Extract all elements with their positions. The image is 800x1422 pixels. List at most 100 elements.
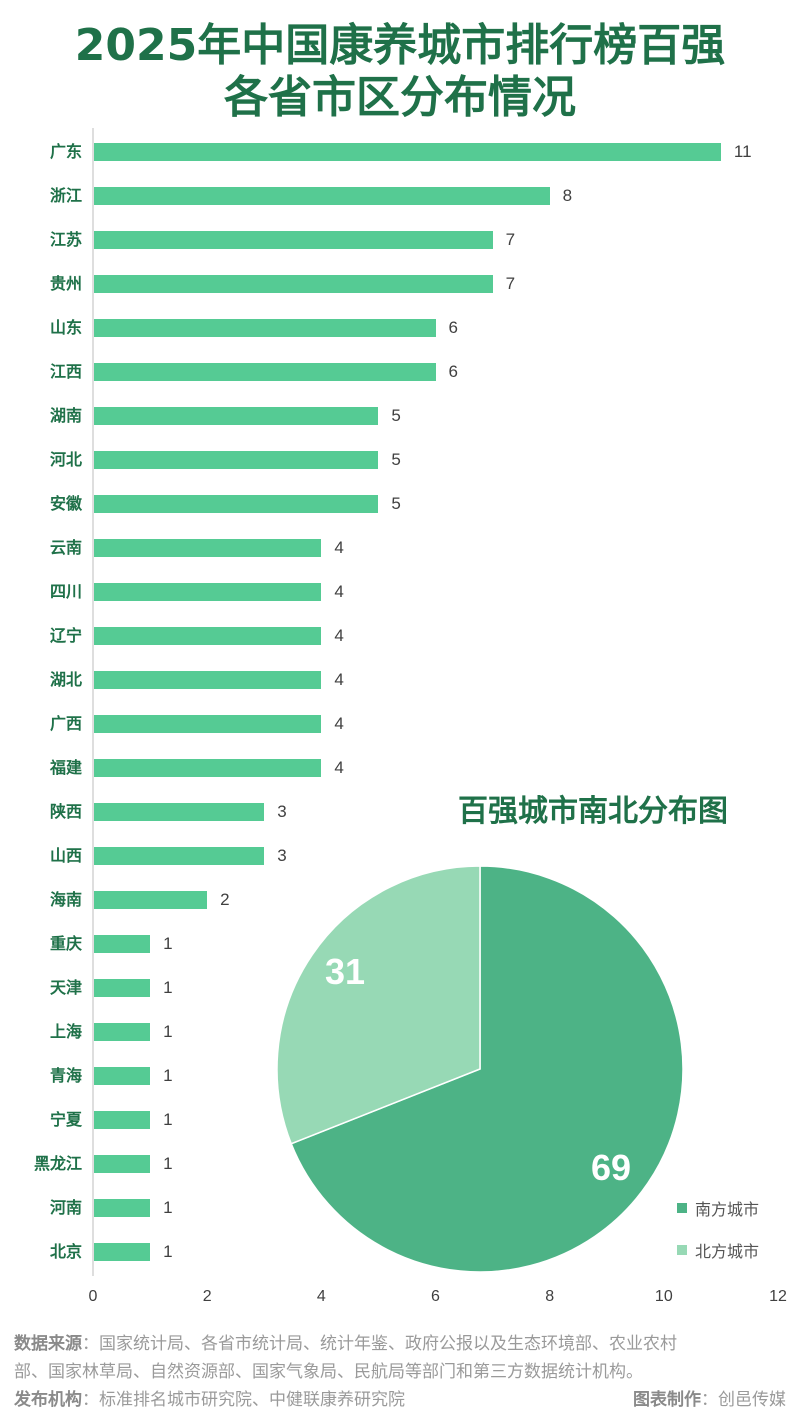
bar-row: 湖北 4 xyxy=(0,670,800,691)
bar-category-label: 河北 xyxy=(49,450,82,469)
footer-maker-text: ：创邑传媒 xyxy=(701,1390,786,1410)
bar-category-label: 海南 xyxy=(49,890,82,909)
bar-category-label: 河南 xyxy=(49,1198,82,1217)
footer-source-text1: ：国家统计局、各省市统计局、统计年鉴、政府公报以及生态环境部、农业农村 xyxy=(82,1334,677,1354)
x-tick-label: 0 xyxy=(88,1288,98,1305)
legend-label-south: 南方城市 xyxy=(695,1200,760,1219)
bar xyxy=(94,451,379,469)
bar xyxy=(94,495,379,513)
bar xyxy=(94,847,265,865)
bar xyxy=(94,671,322,689)
bar-value-label: 1 xyxy=(163,1022,173,1041)
bar xyxy=(94,627,322,645)
bar-category-label: 四川 xyxy=(49,582,82,601)
bar-category-label: 山东 xyxy=(49,318,82,337)
bar xyxy=(94,1111,151,1129)
bar-row: 天津 1 xyxy=(0,978,800,999)
bar xyxy=(94,1067,151,1085)
bar-value-label: 8 xyxy=(562,186,573,205)
bar-row: 江苏 7 xyxy=(0,230,800,251)
bar xyxy=(94,143,721,161)
bar-value-label: 1 xyxy=(163,934,173,953)
bar-row: 辽宁 4 xyxy=(0,626,800,647)
bar-row: 湖南 5 xyxy=(0,406,800,427)
bar-category-label: 福建 xyxy=(49,758,82,777)
bar-row: 浙江 8 xyxy=(0,186,800,207)
x-tick-label: 12 xyxy=(769,1288,787,1305)
bar xyxy=(94,583,322,601)
bar-value-label: 4 xyxy=(334,538,344,557)
bar xyxy=(94,935,151,953)
bar xyxy=(94,803,265,821)
bar-value-label: 1 xyxy=(163,978,173,997)
bar-category-label: 江苏 xyxy=(49,230,82,249)
legend-swatch-south xyxy=(677,1203,687,1213)
bar-row: 陕西 3 xyxy=(0,802,800,823)
bar-value-label: 4 xyxy=(334,582,344,601)
bar-value-label: 6 xyxy=(448,318,458,337)
bar-value-label: 11 xyxy=(733,142,752,161)
bar-value-label: 4 xyxy=(334,626,344,645)
bar-category-label: 云南 xyxy=(49,538,82,557)
bar-value-label: 3 xyxy=(277,846,287,865)
bar xyxy=(94,319,436,337)
bar xyxy=(94,1243,151,1261)
bar-value-label: 2 xyxy=(220,890,230,909)
y-axis-line xyxy=(92,128,94,1276)
bar-category-label: 广东 xyxy=(49,142,82,161)
footer-source-line1: 数据来源：国家统计局、各省市统计局、统计年鉴、政府公报以及生态环境部、农业农村 xyxy=(14,1330,677,1358)
bar-category-label: 天津 xyxy=(49,978,82,997)
pie-slice-south xyxy=(290,865,684,1273)
bar-row: 河北 5 xyxy=(0,450,800,471)
bar-row: 广西 4 xyxy=(0,714,800,735)
bar-row: 北京 1 xyxy=(0,1242,800,1263)
x-tick-label: 8 xyxy=(545,1288,555,1305)
bar-row: 山东 6 xyxy=(0,318,800,339)
bar-row: 山西 3 xyxy=(0,846,800,867)
bar-category-label: 浙江 xyxy=(49,186,82,205)
pie-slice-north xyxy=(276,865,481,1145)
bar-row: 云南 4 xyxy=(0,538,800,559)
bar-value-label: 4 xyxy=(334,758,344,777)
bar-category-label: 江西 xyxy=(49,362,82,381)
bar xyxy=(94,363,436,381)
bar-row: 贵州 7 xyxy=(0,274,800,295)
page-title-line1: 2025年中国康养城市排行榜百强 xyxy=(74,20,726,71)
pie-chart-title: 百强城市南北分布图 xyxy=(458,794,728,829)
bar-value-label: 6 xyxy=(448,362,458,381)
bar-value-label: 4 xyxy=(334,714,344,733)
bar-row: 青海 1 xyxy=(0,1066,800,1087)
bar-category-label: 宁夏 xyxy=(49,1110,82,1129)
bar-category-label: 重庆 xyxy=(49,934,82,953)
bar-value-label: 7 xyxy=(505,274,516,293)
bar-row: 河南 1 xyxy=(0,1198,800,1219)
footer-publisher-label: 发布机构 xyxy=(14,1390,82,1410)
legend-item-south: 南方城市 xyxy=(677,1196,759,1220)
pie-label-south: 69 xyxy=(591,1147,631,1188)
x-tick-label: 4 xyxy=(316,1288,326,1305)
x-tick-label: 6 xyxy=(431,1288,440,1305)
bar xyxy=(94,979,151,997)
bar xyxy=(94,187,550,205)
bar-category-label: 湖南 xyxy=(49,406,82,425)
bar-category-label: 广西 xyxy=(49,714,82,733)
bar-category-label: 辽宁 xyxy=(49,626,82,645)
bar-value-label: 1 xyxy=(163,1198,173,1217)
bar-category-label: 上海 xyxy=(49,1022,82,1041)
bar xyxy=(94,1199,151,1217)
bar-value-label: 4 xyxy=(334,670,344,689)
footer-source-label: 数据来源 xyxy=(14,1334,82,1354)
bar-row: 福建 4 xyxy=(0,758,800,779)
bar-category-label: 湖北 xyxy=(49,670,82,689)
bar xyxy=(94,407,379,425)
bar-category-label: 山西 xyxy=(49,846,82,865)
bar-value-label: 3 xyxy=(277,802,287,821)
legend-item-north: 北方城市 xyxy=(677,1238,759,1262)
bar xyxy=(94,231,493,249)
bar-row: 安徽 5 xyxy=(0,494,800,515)
footer-publisher: 发布机构：标准排名城市研究院、中健联康养研究院 xyxy=(14,1386,405,1414)
bar-row: 海南 2 xyxy=(0,890,800,911)
bar-row: 上海 1 xyxy=(0,1022,800,1043)
bar xyxy=(94,759,322,777)
